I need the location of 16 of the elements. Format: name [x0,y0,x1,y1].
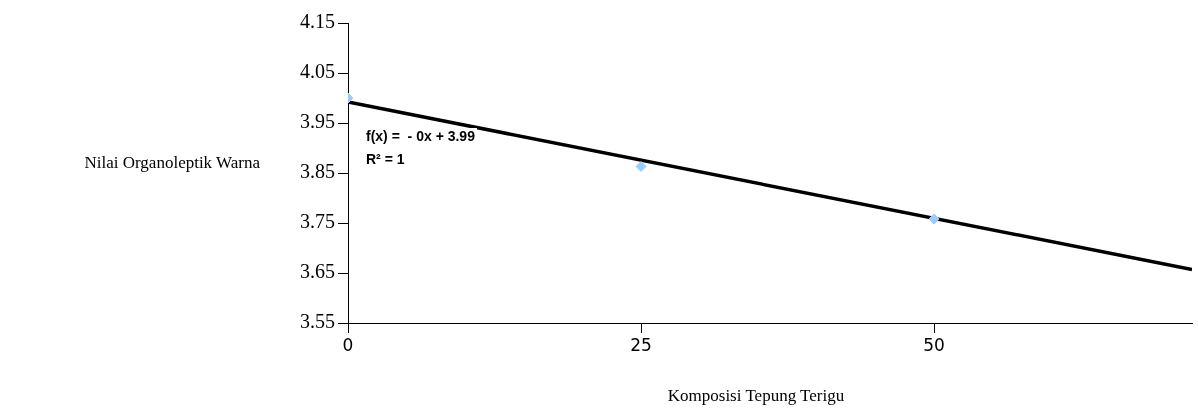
x-tick-label: 25 [630,334,652,355]
y-tick-label: 3.55 [300,310,335,333]
y-tick-label: 3.75 [300,210,335,233]
x-axis-title: Komposisi Tepung Terigu [666,386,846,406]
y-tick-label: 4.15 [300,10,335,33]
y-axis-title: Nilai Organoleptik Warna [84,153,260,173]
x-tick-label: 0 [342,334,354,355]
y-tick-label: 3.65 [300,260,335,283]
y-tick-label: 3.85 [300,160,335,183]
y-tick-label: 4.05 [300,60,335,83]
point [928,213,940,225]
x-tick-label: 50 [923,334,945,355]
point [635,161,647,172]
y-tick-label: 3.95 [300,110,335,133]
annotation: f(x) = - 0x + 3.99 [366,127,476,144]
annotation: R² = 1 [366,150,405,167]
